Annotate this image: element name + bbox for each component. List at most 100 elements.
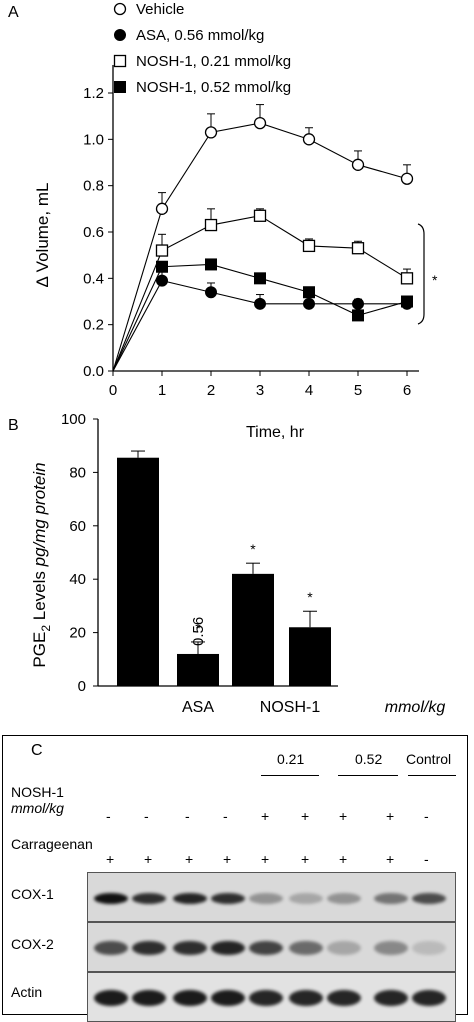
- treatment-sign: -: [424, 808, 429, 824]
- nosh1-unit-label: mmol/kg: [11, 800, 64, 816]
- data-point: [205, 286, 217, 299]
- protein-band: [374, 990, 408, 1006]
- protein-band: [173, 990, 207, 1006]
- dose-021-label: 0.21: [277, 751, 305, 767]
- y-tick-label: 1.2: [83, 85, 104, 102]
- protein-band: [132, 892, 166, 904]
- protein-band: [289, 892, 323, 904]
- y-label-units: pg/mg protein: [30, 462, 49, 567]
- carrageenan-row-label: Carrageenan: [11, 836, 93, 852]
- protein-band: [327, 941, 361, 955]
- significance-star: *: [250, 541, 256, 557]
- dose-021-underline: [261, 775, 319, 776]
- treatment-sign: +: [106, 851, 115, 867]
- legend-entry-label: Vehicle: [136, 1, 184, 18]
- treatment-sign: +: [386, 851, 395, 867]
- data-point: [156, 260, 168, 273]
- legend-entry-label: NOSH-1, 0.21 mmol/kg: [136, 53, 291, 70]
- y-tick-label: 20: [69, 625, 86, 642]
- nosh1-row-label: NOSH-1: [11, 784, 64, 800]
- bar-label: 0.21: [245, 647, 262, 676]
- group-label-asa: ASA: [182, 699, 214, 716]
- data-point: [352, 297, 364, 310]
- x-tick-label: 6: [403, 382, 411, 399]
- protein-band: [289, 990, 323, 1006]
- legend-entry-label: ASA, 0.56 mmol/kg: [136, 27, 264, 44]
- treatment-sign: -: [106, 808, 111, 824]
- y-label-subscript: 2: [39, 625, 53, 632]
- control-underline: [408, 775, 456, 776]
- treatment-sign: -: [185, 808, 190, 824]
- data-point: [156, 274, 168, 287]
- protein-band: [327, 892, 361, 904]
- y-label-levels: Levels: [30, 566, 49, 625]
- panel-a-axes: 0.0 0.2 0.4 0.6 0.8 1.0 1.2 0 1 2 3 4 5 6: [83, 65, 419, 399]
- protein-band: [374, 941, 408, 955]
- panel-a-x-axis-label: Time, hr: [246, 424, 305, 441]
- y-tick-label: 0.4: [83, 270, 104, 287]
- blot-strip-actin: [87, 972, 456, 1022]
- panel-a-legend: Vehicle ASA, 0.56 mmol/kg NOSH-1, 0.21 mmo…: [113, 1, 291, 96]
- bar-label: Vehicle: [130, 622, 147, 670]
- legend-marker: [113, 2, 127, 16]
- control-label: Control: [406, 751, 452, 767]
- unit-label-mmol-kg: mmol/kg: [385, 699, 446, 716]
- protein-band: [327, 990, 361, 1006]
- significance-star: *: [195, 620, 201, 636]
- panel-c-western-blot: C NOSH-1 mmol/kg 0.21 0.52 Control - - - - +…: [2, 735, 468, 1022]
- data-point: [401, 295, 413, 308]
- legend-entry-label: NOSH-1, 0.52 mmol/kg: [136, 79, 291, 96]
- bar-label: 0.52: [302, 647, 319, 676]
- significance-bracket: [417, 223, 425, 325]
- protein-band: [211, 941, 245, 955]
- bar: [289, 627, 331, 686]
- data-point: [254, 272, 266, 285]
- y-label-pge: PGE: [30, 632, 49, 668]
- y-tick-label: 40: [69, 571, 86, 588]
- dose-052-underline: [338, 775, 398, 776]
- x-tick-label: 3: [256, 382, 264, 399]
- panel-a-significance-star: *: [432, 272, 438, 288]
- data-point: [204, 126, 218, 139]
- panel-a-y-axis-label: Δ Volume, mL: [33, 183, 52, 288]
- treatment-sign: +: [301, 808, 310, 824]
- data-point: [351, 242, 365, 255]
- significance-star: *: [307, 589, 313, 605]
- protein-band: [249, 892, 283, 904]
- treatment-sign: +: [223, 851, 232, 867]
- data-point: [352, 309, 364, 322]
- data-point: [400, 272, 414, 285]
- data-point: [400, 172, 414, 185]
- panel-b-bars: Vehicle *0.56*0.21*0.52: [117, 450, 331, 686]
- figure-panels-a-b: A Vehicle ASA, 0.56 mmol/kg NOSH-1, 0.21 m…: [8, 1, 446, 716]
- y-tick-label: 0.8: [83, 178, 104, 195]
- x-tick-label: 0: [109, 382, 117, 399]
- panel-a-label: A: [8, 4, 19, 21]
- data-point: [303, 286, 315, 299]
- blot-label-actin: Actin: [11, 984, 43, 1000]
- panel-b-label: B: [8, 417, 19, 434]
- data-point: [155, 202, 169, 215]
- legend-marker: [114, 29, 126, 41]
- bar-label: 0.56: [190, 617, 207, 646]
- protein-band: [289, 941, 323, 955]
- protein-band: [132, 990, 166, 1006]
- blot-strip-cox1: [87, 872, 456, 922]
- data-point: [253, 116, 267, 130]
- blot-label-cox1: COX-1: [11, 886, 54, 902]
- panel-c-label: C: [31, 742, 43, 759]
- protein-band: [211, 892, 245, 904]
- legend-marker: [114, 81, 126, 93]
- protein-band: [94, 941, 128, 955]
- protein-band: [94, 990, 128, 1006]
- protein-band: [412, 990, 446, 1006]
- protein-band: [94, 892, 128, 904]
- data-point: [351, 158, 365, 171]
- protein-band: [249, 941, 283, 955]
- data-point: [303, 297, 315, 310]
- treatment-sign: -: [144, 808, 149, 824]
- y-tick-label: 0.0: [83, 363, 104, 380]
- blot-label-cox2: COX-2: [11, 936, 54, 952]
- y-tick-label: 1.0: [83, 131, 104, 148]
- treatment-sign: +: [185, 851, 194, 867]
